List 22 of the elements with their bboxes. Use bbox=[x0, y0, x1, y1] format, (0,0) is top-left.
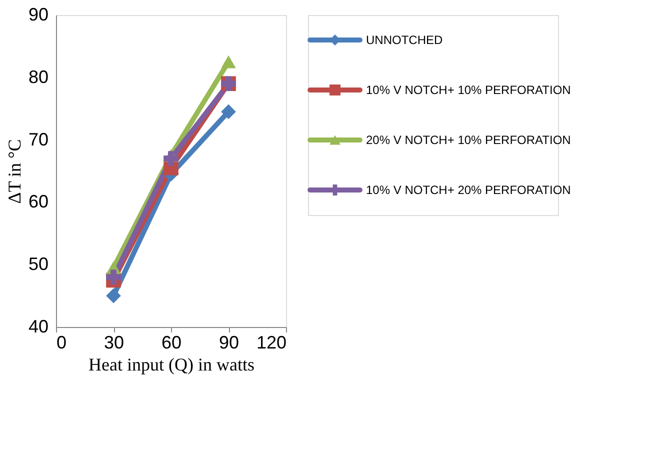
legend-label: 20% V NOTCH+ 10% PERFORATION bbox=[366, 133, 571, 147]
point bbox=[164, 151, 178, 166]
x-tick-label: 60 bbox=[161, 332, 182, 352]
y-tick-label: 70 bbox=[28, 129, 48, 150]
point bbox=[106, 288, 121, 304]
point bbox=[106, 270, 121, 284]
x-tick-label: 90 bbox=[218, 332, 240, 352]
legend-label: 10% V NOTCH+ 10% PERFORATION bbox=[366, 83, 571, 97]
y-axis-title: ΔT in °C bbox=[4, 139, 24, 204]
y-tick-label: 90 bbox=[28, 4, 48, 24]
x-axis-title: Heat input (Q) in watts bbox=[88, 354, 254, 374]
x-tick-label: 0 bbox=[56, 332, 67, 352]
y-tick-label: 60 bbox=[28, 192, 48, 212]
y-tick-label: 80 bbox=[28, 66, 48, 87]
y-tick-label: 50 bbox=[28, 254, 48, 274]
x-tick-label: 30 bbox=[104, 332, 124, 352]
point bbox=[221, 55, 236, 68]
legend-label: 10% V NOTCH+ 20% PERFORATION bbox=[366, 183, 571, 197]
legend-label: UNNOTCHED bbox=[366, 33, 443, 47]
x-tick-label: 120 bbox=[256, 332, 286, 352]
y-tick-label: 40 bbox=[28, 316, 48, 336]
point bbox=[221, 104, 236, 120]
